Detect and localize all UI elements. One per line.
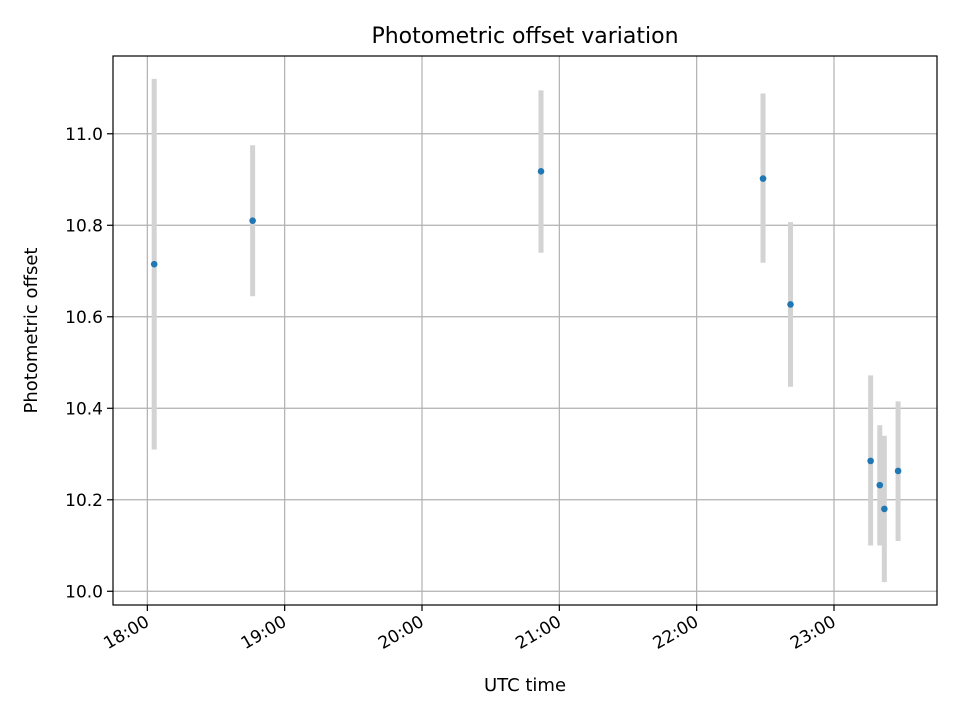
- data-point: [881, 505, 888, 513]
- y-tick-label: 10.0: [65, 582, 103, 602]
- x-axis-label: UTC time: [484, 675, 566, 696]
- chart-title: Photometric offset variation: [371, 24, 678, 49]
- y-tick-label: 11.0: [65, 125, 103, 145]
- data-point: [249, 217, 256, 224]
- data-point: [537, 167, 545, 175]
- data-point: [759, 175, 767, 182]
- data-point: [876, 481, 884, 489]
- y-axis-label: Photometric offset: [21, 248, 42, 414]
- y-tick-label: 10.2: [65, 491, 103, 511]
- y-tick-label: 10.6: [65, 308, 103, 328]
- data-point: [894, 467, 902, 475]
- plot-area-frame: [112, 55, 938, 606]
- data-point: [150, 260, 158, 268]
- data-point: [787, 301, 794, 308]
- point-layer: [150, 167, 902, 513]
- y-tick-label: 10.4: [65, 399, 103, 419]
- y-tick-label: 10.8: [65, 216, 103, 236]
- data-point: [867, 457, 874, 465]
